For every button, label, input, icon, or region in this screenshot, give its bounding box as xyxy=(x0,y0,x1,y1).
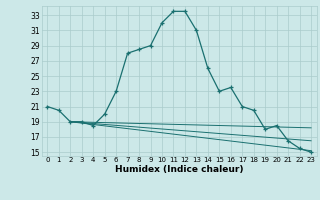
X-axis label: Humidex (Indice chaleur): Humidex (Indice chaleur) xyxy=(115,165,244,174)
